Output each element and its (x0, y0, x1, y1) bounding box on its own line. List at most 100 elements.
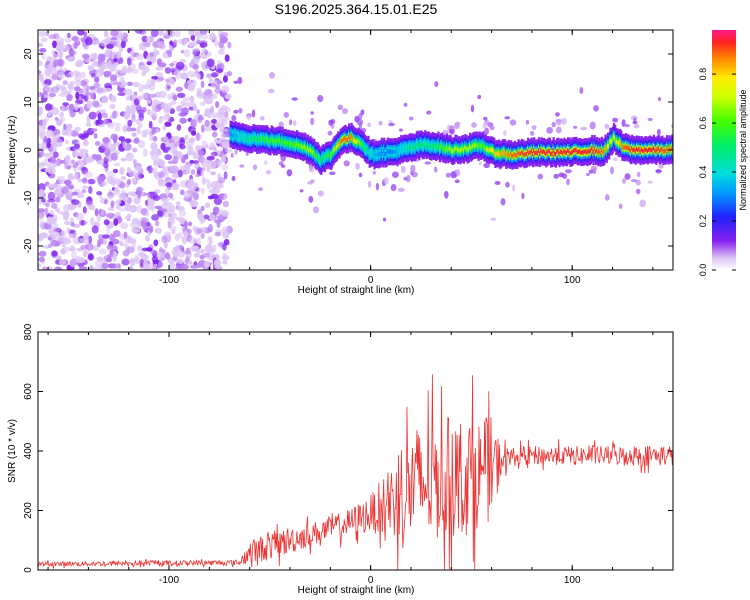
ridge-cell (616, 139, 619, 145)
noise-blob (223, 238, 230, 246)
noise-blob (144, 235, 150, 242)
spectral-blob (367, 180, 372, 188)
noise-blob (112, 230, 121, 238)
noise-blob (162, 125, 167, 131)
noise-blob (97, 176, 103, 185)
ridge-cell (475, 142, 478, 148)
ridge-cell (325, 153, 328, 159)
spectral-blob (505, 181, 510, 188)
noise-blob (70, 221, 75, 227)
ridge-cell (606, 143, 610, 149)
ridge-cell (619, 140, 622, 145)
noise-blob (208, 188, 215, 194)
noise-blob (93, 40, 101, 45)
noise-blob (127, 236, 133, 244)
noise-blob (44, 207, 49, 216)
spectral-blob (397, 187, 405, 192)
ridge-cell (270, 136, 273, 141)
noise-blob (152, 136, 158, 142)
spectral-blob (329, 171, 336, 176)
spectral-blob (612, 117, 619, 123)
noise-blob (71, 250, 77, 259)
ridge-cell (302, 145, 305, 150)
spectral-blob (454, 121, 461, 125)
ridge-cell (631, 146, 634, 151)
noise-blob (80, 219, 85, 226)
noise-blob (64, 37, 73, 43)
spectral-blob (579, 87, 584, 94)
noise-blob (206, 164, 211, 173)
spectral-blob (647, 117, 653, 122)
ridge-cell (429, 144, 432, 149)
noise-blob (127, 57, 132, 66)
ridge-cell (589, 148, 593, 153)
spectral-blob (525, 119, 530, 125)
ridge-cell (575, 148, 578, 153)
noise-blob (146, 99, 152, 104)
noise-blob (157, 210, 164, 218)
noise-blob (209, 32, 216, 40)
ridge-cell (570, 150, 573, 156)
noise-blob (103, 70, 112, 77)
spectral-blob (500, 198, 506, 206)
ridge-cell (569, 151, 572, 156)
noise-blob (221, 140, 230, 149)
noise-blob (204, 119, 210, 128)
noise-blob (60, 86, 67, 95)
noise-blob (129, 222, 135, 227)
noise-blob (106, 226, 110, 235)
ridge-cell (645, 147, 648, 152)
noise-blob (71, 159, 75, 164)
ridge-cell (235, 133, 238, 138)
noise-blob (198, 114, 203, 119)
noise-blob (148, 93, 157, 98)
ridge-cell (649, 147, 652, 152)
spectral-blob (233, 80, 239, 84)
noise-blob (221, 85, 230, 94)
noise-blob (97, 53, 104, 62)
noise-blob (177, 258, 184, 265)
noise-blob (56, 158, 62, 167)
noise-blob (136, 109, 145, 115)
ridge-cell (388, 149, 391, 154)
noise-blob (88, 204, 96, 211)
noise-blob (39, 220, 45, 228)
ridge-cell (582, 150, 585, 155)
noise-blob (150, 30, 159, 38)
noise-blob (214, 83, 220, 89)
ridge-cell (519, 151, 522, 157)
noise-blob (162, 201, 168, 206)
ridge-cell (537, 148, 541, 153)
ridge-cell (313, 149, 316, 155)
noise-blob (69, 245, 76, 251)
noise-blob (69, 217, 75, 223)
noise-blob (168, 262, 176, 270)
ridge-cell (298, 143, 301, 148)
noise-blob (87, 253, 94, 261)
noise-blob (93, 133, 98, 139)
noise-blob (88, 66, 95, 72)
noise-blob (193, 160, 199, 164)
ridge-cell (294, 143, 297, 148)
ridge-cell (587, 149, 590, 154)
noise-blob (205, 89, 213, 98)
ridge-cell (552, 148, 555, 153)
noise-blob (160, 103, 169, 110)
noise-blob (184, 220, 188, 229)
ridge-cell (657, 146, 660, 151)
ridge-cell (507, 151, 510, 156)
noise-blob (46, 137, 52, 144)
noise-blob (120, 41, 126, 49)
noise-blob (131, 177, 137, 183)
noise-blob (54, 241, 61, 247)
ridge-cell (482, 142, 485, 147)
spectral-blob (657, 128, 661, 136)
noise-blob (71, 35, 79, 42)
noise-blob (71, 191, 78, 196)
noise-blob (79, 153, 87, 158)
noise-blob (89, 86, 95, 90)
ridge-cell (450, 148, 454, 154)
noise-blob (94, 76, 100, 83)
ridge-cell (529, 150, 532, 155)
y-tick-label: 10 (23, 96, 34, 108)
